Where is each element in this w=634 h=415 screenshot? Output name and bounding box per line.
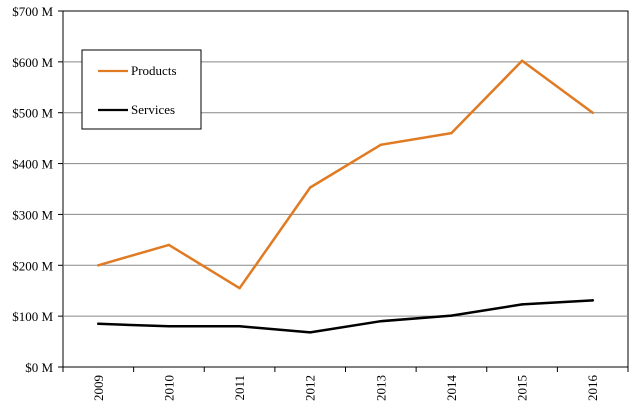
data-point-services xyxy=(97,322,100,325)
legend-label-services: Services xyxy=(131,102,175,117)
series-line-products xyxy=(97,59,594,290)
series-line-services xyxy=(97,299,594,334)
y-tick-label: $200 M xyxy=(12,258,53,273)
legend-box xyxy=(81,49,202,130)
series-lines xyxy=(97,59,594,334)
y-tick-label: $100 M xyxy=(12,309,53,324)
x-tick-label: 2015 xyxy=(515,375,530,401)
data-point-services xyxy=(450,314,453,317)
y-axis-tick-labels: $0 M $100 M $200 M $300 M $400 M $500 M $600 M… xyxy=(12,4,63,375)
x-tick-label: 2014 xyxy=(444,375,459,402)
x-tick-label: 2013 xyxy=(373,375,388,401)
data-point-products xyxy=(167,243,171,247)
data-point-products xyxy=(450,131,453,135)
data-point-services xyxy=(238,325,241,328)
data-point-services xyxy=(591,299,594,302)
data-point-products xyxy=(591,111,594,114)
y-tick-label: $600 M xyxy=(12,55,53,70)
x-tick-label: 2016 xyxy=(585,375,600,402)
y-tick-label: $500 M xyxy=(12,106,53,121)
legend: Products Services xyxy=(81,49,202,130)
data-point-services xyxy=(520,303,524,306)
x-tick-label: 2010 xyxy=(161,375,176,401)
data-point-services xyxy=(308,331,312,334)
y-tick-label: $400 M xyxy=(12,157,53,172)
data-point-products xyxy=(238,286,241,290)
data-point-services xyxy=(379,320,383,323)
x-tick-label: 2012 xyxy=(303,375,318,401)
data-point-products xyxy=(308,186,312,189)
data-point-products xyxy=(379,143,383,146)
data-point-services xyxy=(167,325,171,328)
x-tick-label: 2011 xyxy=(232,375,247,401)
y-tick-label: $0 M xyxy=(25,360,53,375)
data-point-products xyxy=(520,59,524,63)
x-tick-label: 2009 xyxy=(91,375,106,401)
y-tick-label: $700 M xyxy=(12,4,53,19)
data-point-products xyxy=(97,264,100,267)
legend-label-products: Products xyxy=(131,63,177,78)
y-tick-label: $300 M xyxy=(12,207,53,222)
x-axis-tick-labels: 2009 2010 2011 2012 2013 2014 2015 2016 xyxy=(62,367,629,402)
